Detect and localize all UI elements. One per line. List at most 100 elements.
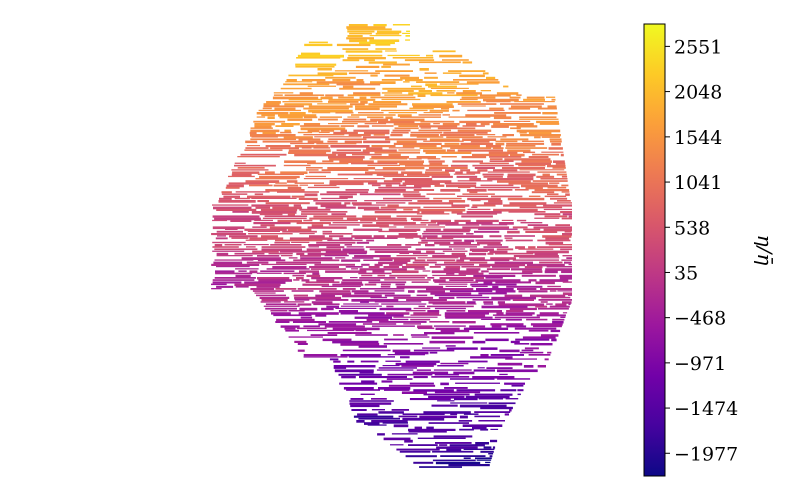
field-cell: [408, 428, 456, 431]
field-cell: [232, 211, 249, 213]
field-cell: [472, 426, 487, 430]
colorbar-label: η/η̄: [753, 235, 777, 266]
field-cell: [471, 206, 478, 208]
field-cell: [519, 118, 559, 120]
field-cell: [296, 327, 327, 330]
field-cell: [426, 426, 434, 429]
field-cell: [357, 206, 380, 210]
field-cell: [260, 301, 281, 303]
field-cell: [515, 162, 551, 165]
field-cell: [228, 175, 255, 178]
field-cell: [328, 98, 376, 101]
field-cell: [429, 162, 443, 166]
field-cell: [373, 235, 385, 238]
field-cell: [412, 105, 454, 108]
field-cell: [270, 310, 288, 312]
field-cell: [502, 134, 514, 137]
field-cell: [384, 338, 408, 341]
field-cell: [368, 61, 397, 64]
field-cell: [296, 277, 304, 280]
field-cell: [271, 312, 291, 315]
field-cell: [543, 208, 572, 211]
field-cell: [534, 189, 570, 192]
field-cell: [387, 54, 420, 57]
field-cell: [333, 131, 358, 135]
field-cell: [446, 448, 462, 451]
field-cell: [284, 301, 305, 303]
field-cell: [561, 175, 568, 178]
field-cell: [317, 103, 347, 105]
field-cell: [298, 197, 318, 200]
field-cell: [439, 277, 485, 280]
field-cell: [435, 442, 472, 444]
field-cell: [540, 288, 572, 290]
field-cell: [459, 415, 468, 419]
field-cell: [251, 197, 297, 199]
field-cell: [402, 32, 410, 34]
field-cell: [235, 274, 251, 278]
field-cell: [368, 266, 380, 269]
field-cell: [414, 259, 426, 262]
field-cell: [326, 246, 345, 249]
field-cell: [442, 123, 460, 126]
field-cell: [340, 125, 355, 127]
field-cell: [442, 59, 469, 61]
field-cell: [231, 173, 252, 177]
field-cell: [252, 226, 267, 228]
field-cell: [218, 200, 256, 203]
field-cell: [332, 340, 379, 344]
field-cell: [435, 461, 481, 465]
field-cell: [469, 252, 487, 256]
field-cell: [425, 244, 435, 247]
field-cell: [549, 305, 570, 308]
field-cell: [390, 134, 403, 137]
field-cell: [376, 173, 404, 176]
field-cell: [523, 98, 545, 101]
field-cell: [560, 316, 566, 318]
field-cell: [440, 134, 475, 137]
field-cell: [511, 384, 524, 387]
field-cell: [383, 266, 400, 268]
field-cell: [259, 175, 300, 179]
field-cell: [337, 153, 347, 157]
field-cell: [422, 270, 431, 272]
field-cell: [437, 222, 459, 225]
field-cell: [443, 228, 471, 231]
field-cell: [561, 259, 572, 261]
field-cell: [472, 204, 496, 207]
field-cell: [431, 336, 474, 339]
field-cell: [466, 189, 487, 192]
field-cell: [339, 87, 376, 90]
field-cell: [525, 186, 543, 190]
field-cell: [495, 140, 518, 143]
field-cell: [331, 213, 346, 216]
field-cell: [251, 211, 297, 214]
field-cell: [431, 376, 470, 378]
field-cell: [470, 140, 490, 143]
field-cell: [308, 246, 319, 248]
field-cell: [246, 261, 269, 264]
field-cell: [464, 239, 475, 243]
field-cell: [252, 250, 279, 253]
field-cell: [358, 345, 387, 348]
field-cell: [451, 252, 466, 255]
field-cell: [349, 402, 392, 405]
field-cell: [519, 131, 527, 134]
field-cell: [232, 171, 260, 174]
field-cell: [360, 288, 405, 290]
field-cell: [522, 140, 544, 142]
field-cell: [483, 202, 503, 205]
field-cell: [526, 250, 569, 254]
field-cell: [397, 114, 412, 117]
field-cell: [254, 125, 272, 128]
field-cell: [483, 446, 492, 449]
field-cell: [308, 41, 328, 44]
field-cell: [409, 158, 422, 160]
field-cell: [400, 356, 410, 359]
field-cell: [405, 244, 421, 246]
field-cell: [279, 116, 303, 119]
field-cell: [393, 296, 434, 299]
field-cell: [426, 250, 435, 253]
field-cell: [345, 189, 369, 191]
field-cell: [430, 292, 472, 295]
